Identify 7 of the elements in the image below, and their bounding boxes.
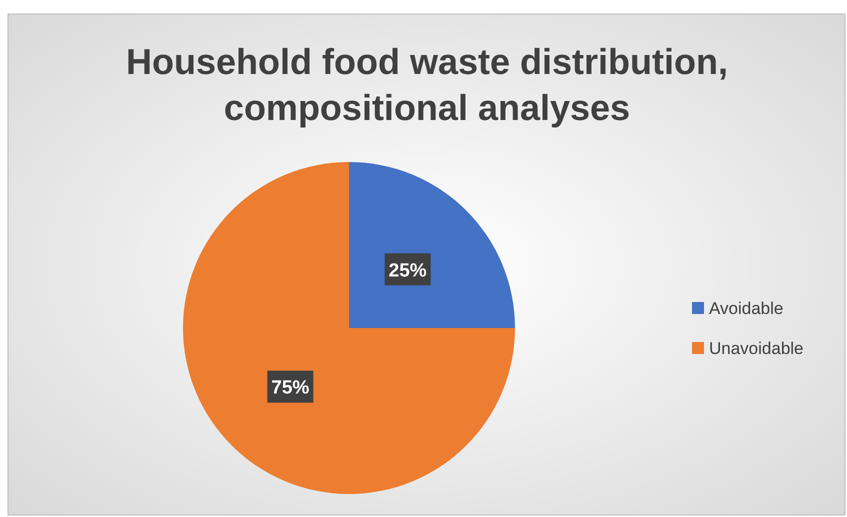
pie-slice [349, 162, 515, 328]
legend-label: Unavoidable [709, 339, 804, 358]
chart-title: Household food waste distribution, compositional analyses [126, 41, 728, 128]
data-label: 75% [271, 378, 310, 399]
pie-slice [183, 162, 515, 494]
data-label: 25% [388, 260, 427, 282]
legend-label: Avoidable [709, 299, 784, 318]
